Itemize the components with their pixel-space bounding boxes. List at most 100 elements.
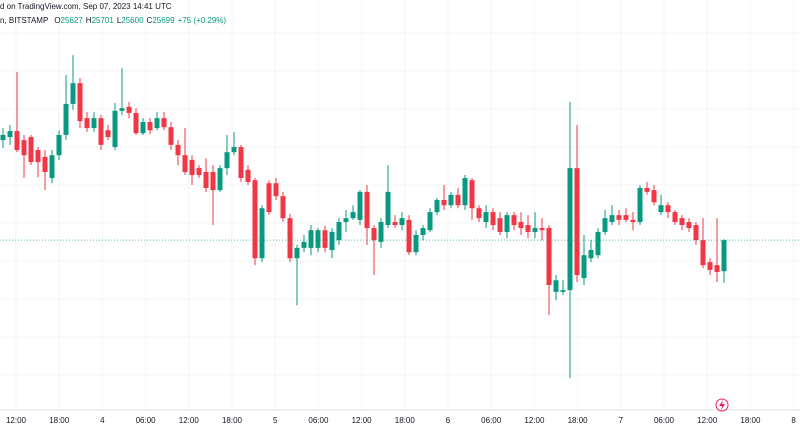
candle-body [574,168,580,276]
candle-body [490,212,496,226]
x-tick-label: 8 [791,416,796,425]
candle-body [630,219,636,223]
candle-body [140,122,146,134]
candle-body [189,159,195,176]
candle-body [434,200,440,213]
candle-body [119,108,125,111]
candle-body [175,144,181,156]
candle-body [84,118,90,129]
candle-body [280,196,286,219]
candle-body [224,152,230,169]
candle-body [371,228,377,241]
candle-body [595,231,601,256]
candle-body [301,241,307,248]
candle-body [0,134,6,141]
candle-body [196,168,202,176]
x-tick-label: 18:00 [395,416,416,425]
icon-circle[interactable] [715,398,729,412]
candle-body [42,156,48,173]
candle-body [259,208,265,259]
candle-body [686,222,692,229]
x-tick-label: 06:00 [481,416,502,425]
candle-body [315,230,321,248]
candle-body [91,118,97,129]
candle-body [217,168,223,191]
candle-body [602,218,608,232]
candle-body [455,194,461,206]
candle-body [357,191,363,220]
candle-body [700,240,706,266]
ohlc-value: 25699 [152,16,175,25]
candle-body [350,212,356,219]
candle-body [154,118,160,129]
x-tick-label: 06:00 [136,416,157,425]
candle-body [7,131,13,138]
candle-body [266,183,272,213]
candle-body [210,172,216,191]
candle-body [546,228,552,285]
candle-body [462,178,468,206]
candle-body [56,134,62,156]
candle-body [14,131,20,151]
symbol: n, BITSTAMP [0,16,48,25]
candle-body [721,240,727,272]
candle-body [539,228,545,231]
x-tick-label: 18:00 [49,416,70,425]
x-tick-label: 06:00 [308,416,329,425]
candle-body [588,250,594,259]
candle-body [105,130,111,138]
change: +75 (+0.29%) [178,16,227,25]
ohlc-value: 25627 [61,16,84,25]
x-tick-label: 12:00 [697,416,718,425]
candle-body [427,212,433,231]
candle-body [413,234,419,253]
candle-body [63,103,69,135]
candle-body [308,230,314,248]
candle-body [532,228,538,232]
candle-body [147,122,153,131]
candle-body [70,83,76,104]
candle-body [385,191,391,226]
candle-body [245,169,251,182]
x-tick-label: 12:00 [524,416,545,425]
candle-body [651,190,657,203]
candle-body [637,187,643,223]
candle-body [77,83,83,122]
candle-body [623,215,629,220]
candle-body [336,222,342,241]
candle-body [448,194,454,206]
candle-body [182,155,188,173]
candle-body [294,247,300,259]
grid [0,0,800,410]
candle-body [609,215,615,223]
candle-body [238,147,244,179]
candle-body [329,231,335,251]
candle-body [49,155,55,179]
candle-body [168,127,174,145]
lightning-icon[interactable] [715,398,729,412]
candle-body [112,110,118,148]
candle-body [252,180,258,259]
x-tick-label: 18:00 [222,416,243,425]
ohlc-letter: H [86,16,92,25]
candle-body [504,215,510,232]
candle-body [392,222,398,226]
candle-body [399,218,405,226]
candle-body [581,255,587,279]
candle-body [560,290,566,292]
ohlc-legend: n, BITSTAMP O 25627 H 25701 L 25600 C 25699 +75 … [0,16,226,25]
candle-body [21,140,27,156]
header-text: d on TradingView.com, Sep 07, 2023 14:41… [0,2,172,11]
icon-bolt[interactable] [719,400,725,410]
ohlc-letter: L [117,16,122,25]
candle-body [679,218,685,226]
candle-body [322,230,328,248]
x-tick-label: 18:00 [568,416,589,425]
candle-body [343,218,349,223]
ohlc-value: 25701 [92,16,115,25]
candle-body [364,191,370,229]
candle-body [378,222,384,242]
candle-body [133,112,139,134]
candle-body [203,172,209,188]
